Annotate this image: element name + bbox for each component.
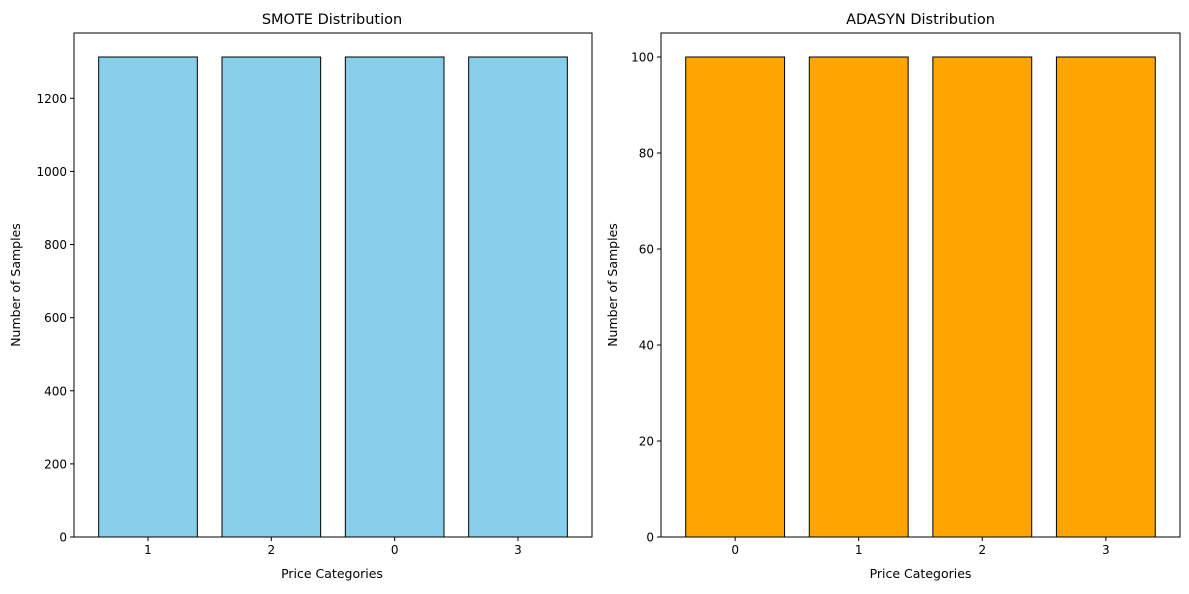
adasyn-x-tick-label: 1: [855, 543, 863, 557]
smote-bar-1: [98, 56, 198, 538]
smote-y-tick-label: 800: [44, 238, 67, 252]
adasyn-x-axis-label: Price Categories: [870, 566, 972, 581]
adasyn-y-ticks: 0 20 40 60 80 100: [631, 51, 661, 545]
smote-bar-0: [344, 56, 445, 538]
adasyn-y-tick-label: 40: [639, 339, 654, 353]
smote-x-axis-label: Price Categories: [281, 566, 383, 581]
smote-plot-frame: [73, 32, 593, 538]
smote-bars: [98, 56, 568, 538]
adasyn-x-tick-label: 0: [731, 543, 739, 557]
adasyn-x-ticks: 0 1 2 3: [731, 537, 1110, 557]
adasyn-y-axis-label: Number of Samples: [605, 223, 620, 347]
smote-y-axis-label: Number of Samples: [8, 223, 23, 347]
adasyn-x-tick-label: 3: [1102, 543, 1110, 557]
adasyn-y-tick-label: 20: [639, 435, 654, 449]
smote-y-ticks: 0 200 400 600 800 1000 1200: [36, 92, 74, 545]
smote-y-tick-label: 200: [44, 457, 67, 471]
adasyn-plot-frame: [660, 32, 1181, 538]
smote-x-ticks: 1 2 0 3: [144, 537, 522, 557]
adasyn-chart: ADASYN Distribution Price Categories Num…: [605, 12, 1181, 581]
adasyn-y-tick-label: 60: [639, 243, 654, 257]
smote-y-tick-label: 1200: [36, 92, 67, 106]
smote-chart-title: SMOTE Distribution: [262, 12, 402, 28]
smote-x-tick-label: 2: [268, 543, 276, 557]
adasyn-y-tick-label: 80: [639, 147, 654, 161]
smote-bar-2: [221, 56, 322, 538]
adasyn-bars: [685, 56, 1156, 538]
smote-y-tick-label: 1000: [36, 165, 67, 179]
adasyn-bar-2: [932, 56, 1033, 538]
smote-x-tick-label: 1: [144, 543, 152, 557]
adasyn-bar-3: [1055, 56, 1156, 538]
adasyn-chart-title: ADASYN Distribution: [846, 12, 995, 28]
adasyn-bar-0: [685, 56, 786, 538]
smote-y-tick-label: 600: [44, 311, 67, 325]
smote-y-tick-label: 0: [59, 531, 67, 545]
smote-chart: SMOTE Distribution Price Categories Numb…: [8, 12, 593, 581]
adasyn-y-tick-label: 100: [631, 51, 654, 65]
adasyn-bar-1: [808, 56, 909, 538]
smote-y-tick-label: 400: [44, 384, 67, 398]
smote-x-tick-label: 0: [391, 543, 399, 557]
adasyn-x-tick-label: 2: [978, 543, 986, 557]
smote-bar-3: [468, 56, 568, 538]
adasyn-y-tick-label: 0: [646, 531, 654, 545]
smote-x-tick-label: 3: [514, 543, 522, 557]
